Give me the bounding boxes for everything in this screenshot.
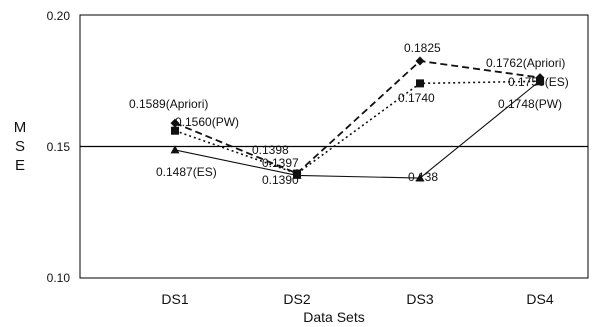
data-labels: 0.1589(Apriori) 0.1560(PW) 0.1487(ES) 0.139… bbox=[129, 41, 569, 187]
x-tick-label: DS4 bbox=[526, 291, 553, 307]
series-marker-square bbox=[416, 79, 424, 88]
x-tick-label: DS1 bbox=[161, 291, 188, 307]
y-axis-title-letter: S bbox=[15, 138, 25, 155]
data-label: 0.1398 bbox=[252, 143, 289, 157]
y-tick-label: 0.15 bbox=[47, 140, 71, 154]
data-label: 0.1589(Apriori) bbox=[129, 97, 208, 111]
series-marker-diamond bbox=[415, 56, 425, 66]
data-label: 0.1487(ES) bbox=[156, 165, 217, 179]
data-label: 0.1740 bbox=[398, 91, 435, 105]
y-axis-title-letter: E bbox=[15, 157, 25, 174]
series-marker-triangle bbox=[415, 173, 425, 182]
series-marker-triangle bbox=[535, 76, 545, 85]
data-label: 0.1825 bbox=[404, 41, 441, 55]
x-tick-labels: DS1 DS2 DS3 DS4 bbox=[161, 291, 553, 307]
data-label: 0.1397 bbox=[262, 156, 299, 170]
series-marker-diamond bbox=[170, 118, 180, 128]
data-label: 0.1762(Apriori) bbox=[486, 56, 565, 70]
y-axis-title-letter: M bbox=[14, 119, 27, 136]
y-axis-title: MSE bbox=[14, 119, 27, 174]
y-tick-label: 0.10 bbox=[47, 271, 71, 285]
data-label: 0.1560(PW) bbox=[175, 115, 239, 129]
series-layer bbox=[170, 56, 545, 182]
data-label: 0.1748(PW) bbox=[498, 97, 562, 111]
data-label: 0.138 bbox=[408, 170, 438, 184]
data-label: 0.1750(ES) bbox=[508, 75, 569, 89]
y-tick-label: 0.20 bbox=[47, 9, 71, 23]
series-marker-triangle bbox=[292, 170, 302, 179]
series-line bbox=[174, 60, 541, 175]
series-marker-square bbox=[171, 126, 179, 135]
series-marker-triangle bbox=[170, 145, 180, 154]
x-tick-label: DS3 bbox=[406, 291, 433, 307]
series-line bbox=[174, 80, 541, 179]
x-tick-label: DS2 bbox=[283, 291, 310, 307]
x-axis-title: Data Sets bbox=[303, 309, 364, 325]
data-label: 0.1390 bbox=[262, 173, 299, 187]
series-line bbox=[174, 80, 541, 175]
